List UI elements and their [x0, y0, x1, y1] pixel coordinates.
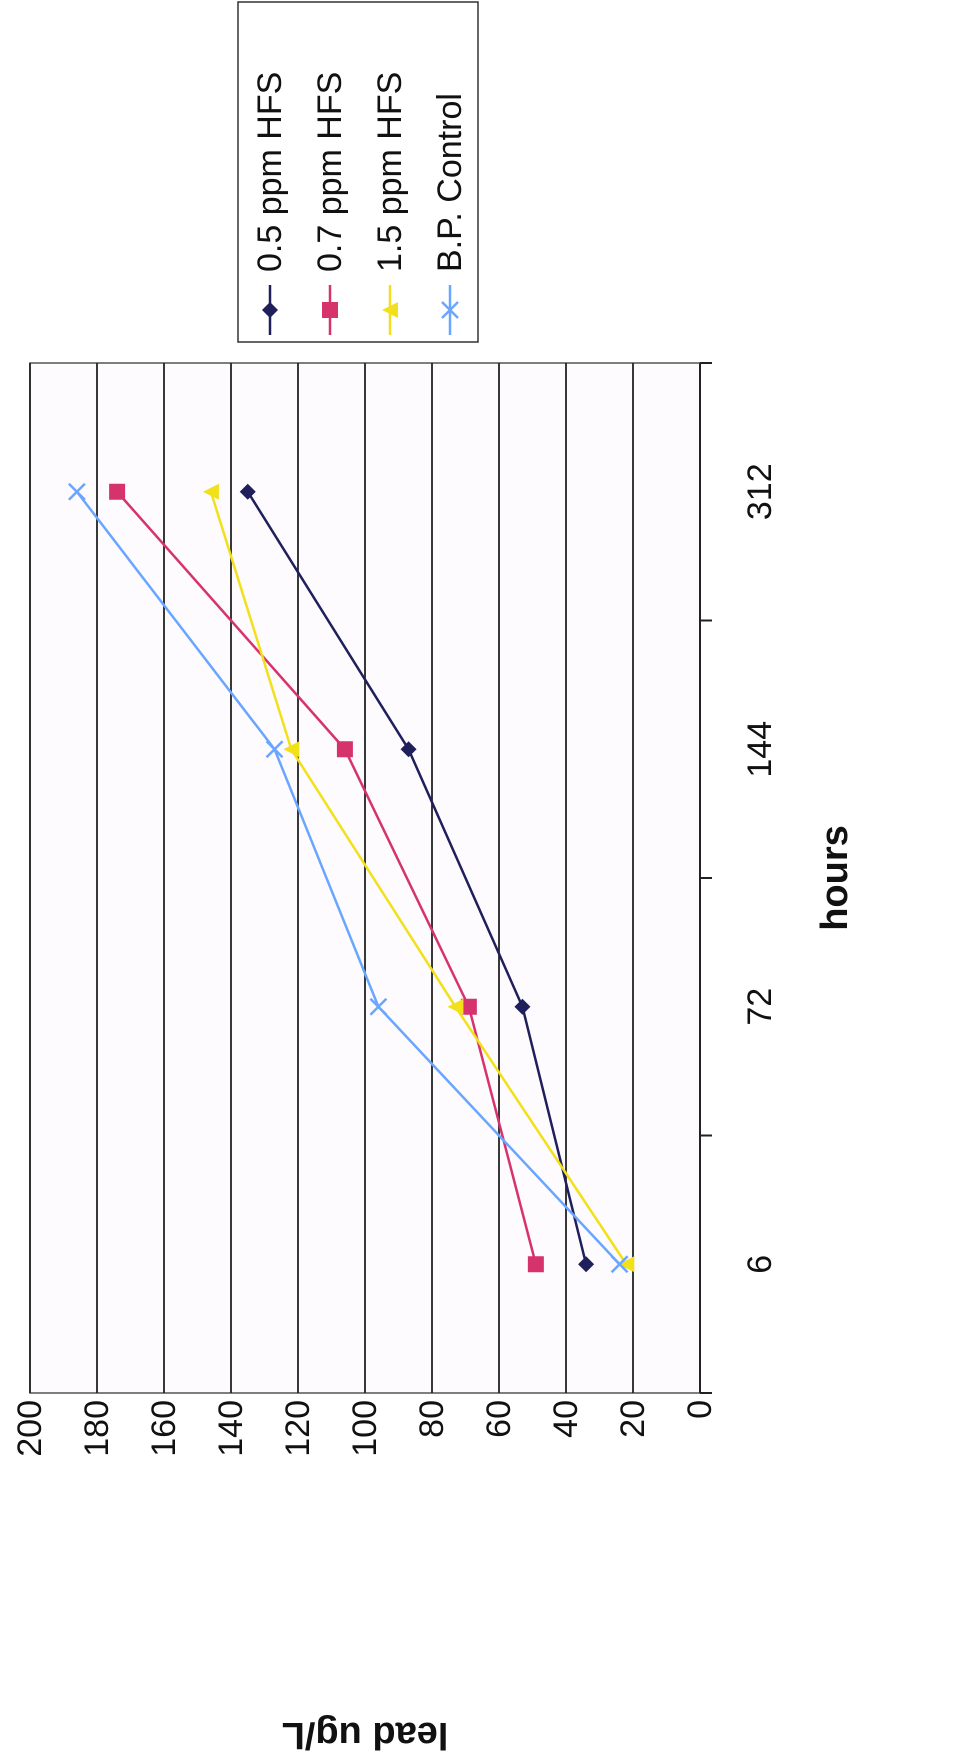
x-tick-label: 312: [741, 463, 779, 520]
data-point: [369, 997, 388, 1016]
legend-label: 0.5 ppm HFS: [251, 72, 289, 272]
y-tick-label: 20: [614, 1400, 652, 1438]
legend-marker: [441, 301, 459, 319]
series-2: [202, 483, 635, 1273]
y-tick-label: 40: [547, 1400, 585, 1438]
data-point: [460, 998, 477, 1015]
legend: 0.5 ppm HFS 0.7 ppm HFS 1.5 ppm HFS B.P. Co…: [237, 1, 479, 343]
legend-label: 0.7 ppm HFS: [311, 72, 349, 272]
series-3: [68, 482, 629, 1274]
y-tick-label: 180: [78, 1400, 116, 1457]
series-1: [109, 483, 544, 1273]
series-0: [239, 483, 595, 1273]
y-tick-label: 120: [279, 1400, 317, 1457]
data-point: [514, 998, 531, 1015]
legend-marker: [262, 302, 278, 318]
data-point: [283, 741, 300, 758]
data-point: [202, 483, 219, 500]
data-point: [239, 483, 256, 500]
legend-label: B.P. Control: [431, 93, 469, 272]
y-tick-label: 60: [480, 1400, 518, 1438]
data-point: [68, 482, 86, 501]
series-line: [209, 491, 628, 1265]
y-tick-label: 160: [145, 1400, 183, 1457]
data-point: [336, 741, 353, 758]
data-point: [400, 741, 417, 758]
x-tick-label: 144: [741, 721, 779, 778]
series-line: [116, 490, 538, 1265]
y-tick-label: 80: [413, 1400, 451, 1438]
legend-label: 1.5 ppm HFS: [371, 72, 409, 272]
x-tick-label: 72: [741, 988, 779, 1026]
y-tick-label: 0: [681, 1400, 719, 1419]
data-point: [610, 1255, 629, 1274]
data-point: [265, 740, 284, 759]
legend-box: [237, 1, 479, 343]
y-tick-label: 140: [212, 1400, 250, 1457]
x-axis-title: hours: [814, 825, 856, 931]
x-tick-label: 6: [741, 1255, 779, 1274]
series-line: [246, 491, 588, 1265]
data-point: [109, 483, 126, 500]
legend-marker: [382, 302, 398, 318]
data-point: [447, 998, 464, 1015]
data-point: [527, 1256, 544, 1273]
y-tick-label: 200: [11, 1400, 49, 1457]
y-axis-title: lead ug/L: [282, 1714, 449, 1756]
legend-marker: [322, 302, 338, 318]
data-point: [618, 1256, 635, 1273]
series-line: [75, 490, 621, 1266]
y-tick-label: 100: [346, 1400, 384, 1457]
data-point: [578, 1256, 595, 1273]
